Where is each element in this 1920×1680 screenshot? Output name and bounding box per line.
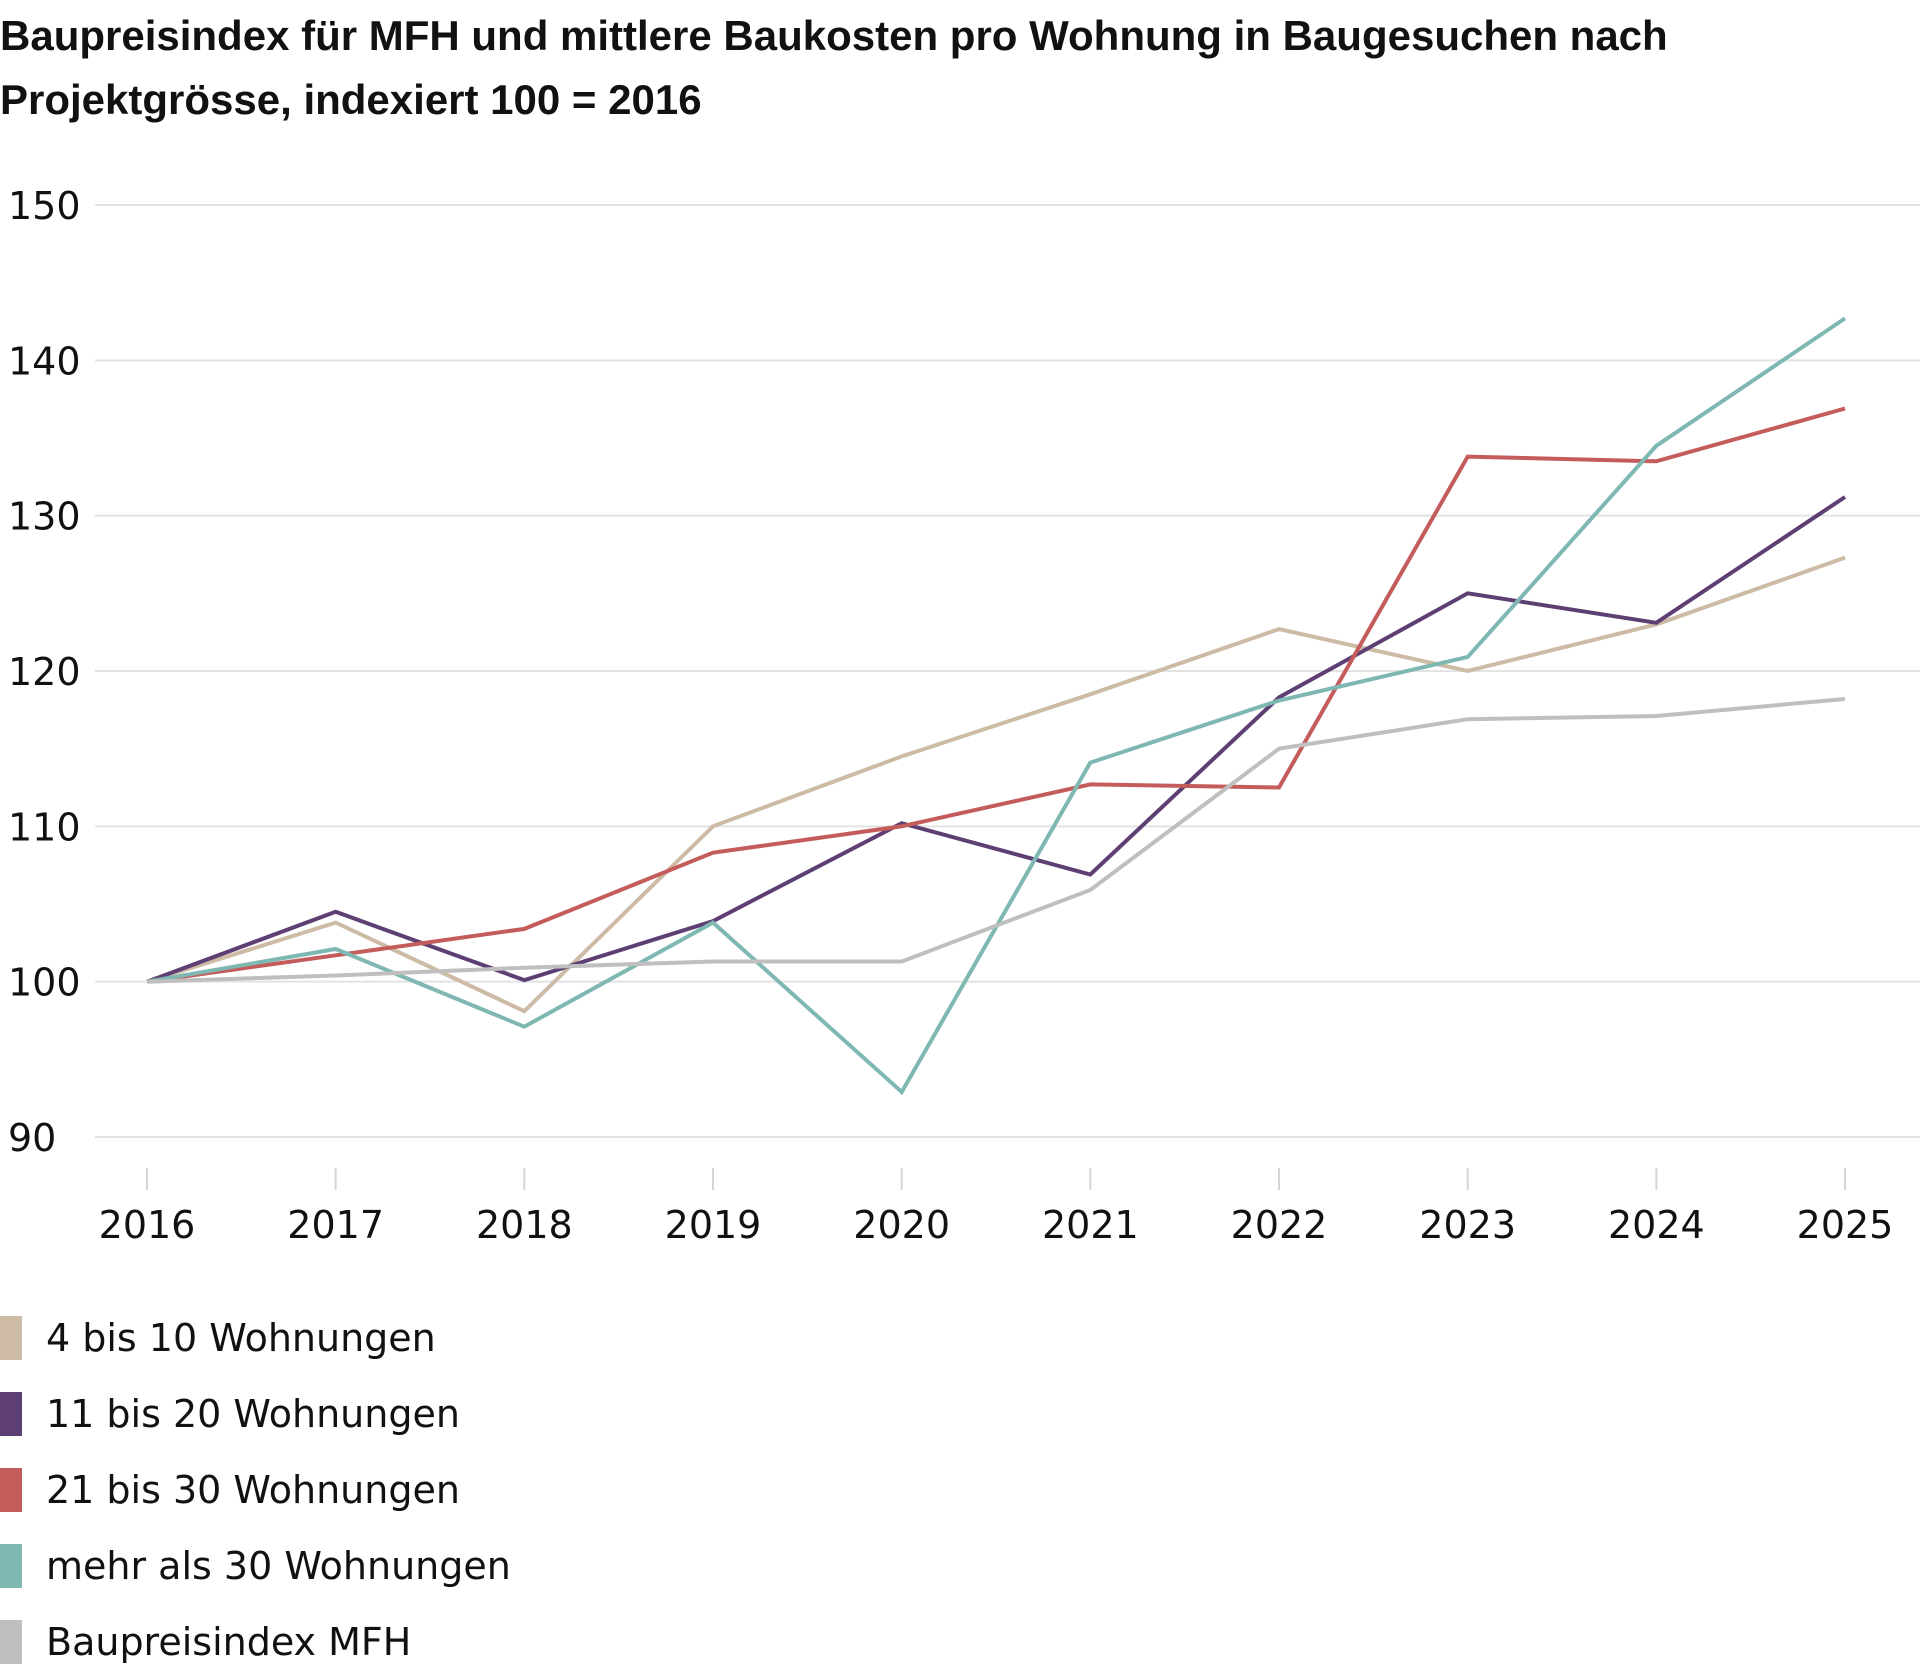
legend-swatch: [0, 1620, 22, 1664]
legend-item: 11 bis 20 Wohnungen: [0, 1376, 511, 1452]
series-line-5: [146, 697, 1846, 984]
series-line-3: [146, 406, 1846, 984]
legend-label: Baupreisindex MFH: [46, 1620, 412, 1664]
x-tick-label: 2022: [1231, 1203, 1328, 1247]
legend-label: 4 bis 10 Wohnungen: [46, 1316, 436, 1360]
chart-title: Baupreisindex für MFH und mittlere Bauko…: [0, 12, 1668, 123]
y-tick-label: 100: [8, 961, 81, 1005]
x-axis-tick-labels: 2016 2017 2018 2019 2020 2021 2022 2023 2024 2025: [99, 1203, 1894, 1247]
legend-item: 21 bis 30 Wohnungen: [0, 1452, 511, 1528]
x-tick-label: 2025: [1797, 1203, 1894, 1247]
series-line-2: [146, 495, 1847, 984]
y-tick-label: 90: [8, 1116, 56, 1160]
legend-swatch: [0, 1316, 22, 1360]
x-tick-label: 2017: [287, 1203, 384, 1247]
series-lines: [146, 316, 1847, 1096]
y-tick-label: 110: [8, 805, 81, 849]
y-tick-label: 120: [8, 650, 81, 694]
x-axis-tick-marks: [146, 1168, 1846, 1190]
legend-label: 21 bis 30 Wohnungen: [46, 1468, 460, 1512]
legend: 4 bis 10 Wohnungen 11 bis 20 Wohnungen 21 …: [0, 1300, 511, 1680]
series-line-4: [146, 316, 1847, 1096]
legend-swatch: [0, 1468, 22, 1512]
gridlines: [95, 204, 1920, 1138]
x-tick-label: 2019: [665, 1203, 762, 1247]
legend-item: mehr als 30 Wohnungen: [0, 1528, 511, 1604]
legend-swatch: [0, 1544, 22, 1588]
y-tick-label: 150: [8, 184, 81, 228]
x-tick-label: 2023: [1419, 1203, 1516, 1247]
x-tick-label: 2018: [476, 1203, 573, 1247]
legend-label: mehr als 30 Wohnungen: [46, 1544, 511, 1588]
legend-label: 11 bis 20 Wohnungen: [46, 1392, 460, 1436]
y-tick-label: 130: [8, 495, 81, 539]
series-line-1: [146, 555, 1846, 1014]
x-tick-label: 2021: [1042, 1203, 1139, 1247]
x-tick-label: 2016: [99, 1203, 196, 1247]
y-tick-label: 140: [8, 339, 81, 383]
x-tick-label: 2020: [853, 1203, 950, 1247]
y-axis-tick-labels: 90 100 110 120 130 140 150: [8, 184, 81, 1160]
legend-item: 4 bis 10 Wohnungen: [0, 1300, 511, 1376]
x-tick-label: 2024: [1608, 1203, 1705, 1247]
legend-item: Baupreisindex MFH: [0, 1604, 511, 1680]
legend-swatch: [0, 1392, 22, 1436]
